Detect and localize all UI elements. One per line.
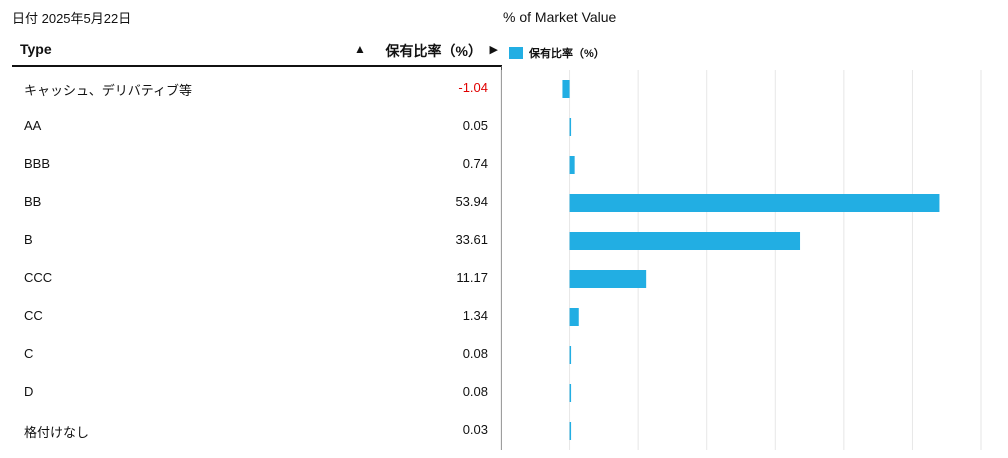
row-category: キャッシュ、デリバティブ等 — [24, 83, 192, 98]
bar-0[interactable] — [562, 80, 570, 98]
legend-swatch — [509, 47, 523, 59]
row-value: 0.03 — [462, 422, 488, 437]
row-value: 11.17 — [456, 270, 488, 285]
bar-8[interactable] — [569, 384, 572, 402]
scroll-right-icon[interactable]: ▶ — [489, 44, 498, 56]
column-header-type[interactable]: Type — [20, 41, 52, 57]
legend-label: 保有比率（%） — [529, 48, 605, 60]
date-label: 日付 2025年5月22日 — [12, 11, 132, 26]
chart-legend: 保有比率（%） — [509, 45, 605, 61]
table-row: キャッシュ、デリバティブ等 -1.04 — [12, 68, 502, 106]
table-row: BB 53.94 — [12, 182, 502, 220]
bar-5[interactable] — [569, 270, 647, 288]
table-row: B 33.61 — [12, 220, 502, 258]
row-category: B — [24, 232, 33, 247]
row-category: BBB — [24, 156, 51, 171]
row-category: BB — [24, 194, 42, 209]
column-header-percentage[interactable]: 保有比率（%） — [385, 43, 482, 59]
table-row: 格付けなし 0.03 — [12, 410, 502, 448]
row-category: D — [24, 384, 34, 399]
table-row: D 0.08 — [12, 372, 502, 410]
row-value: 0.08 — [462, 384, 488, 399]
row-value: 0.74 — [462, 156, 488, 171]
row-category: CC — [24, 308, 43, 323]
bar-6[interactable] — [569, 308, 579, 326]
table-row: AA 0.05 — [12, 106, 502, 144]
bar-2[interactable] — [569, 156, 575, 174]
bar-1[interactable] — [569, 118, 572, 136]
row-value: 0.05 — [462, 118, 488, 133]
bar-9[interactable] — [569, 422, 572, 440]
table-row: C 0.08 — [12, 334, 502, 372]
row-value: 1.34 — [462, 308, 488, 323]
table-row: CCC 11.17 — [12, 258, 502, 296]
bar-7[interactable] — [569, 346, 572, 364]
table-row: CC 1.34 — [12, 296, 502, 334]
holdings-table: Type ▲ 保有比率（%） ▶ キャッシュ、デリバティブ等 -1.04 AA 0.0… — [12, 30, 502, 458]
row-value: 33.61 — [455, 232, 488, 247]
row-category: C — [24, 346, 34, 361]
bar-4[interactable] — [569, 232, 801, 250]
row-category: CCC — [24, 270, 53, 285]
row-value: -1.04 — [458, 80, 488, 95]
table-row: BBB 0.74 — [12, 144, 502, 182]
row-value: 0.08 — [462, 346, 488, 361]
row-category: AA — [24, 118, 42, 133]
table-header: Type ▲ 保有比率（%） ▶ — [12, 30, 502, 67]
chart-title: % of Market Value — [503, 9, 617, 25]
bar-3[interactable] — [569, 194, 940, 212]
row-value: 53.94 — [455, 194, 488, 209]
sort-ascending-icon[interactable]: ▲ — [354, 42, 366, 56]
row-category: 格付けなし — [24, 425, 90, 440]
